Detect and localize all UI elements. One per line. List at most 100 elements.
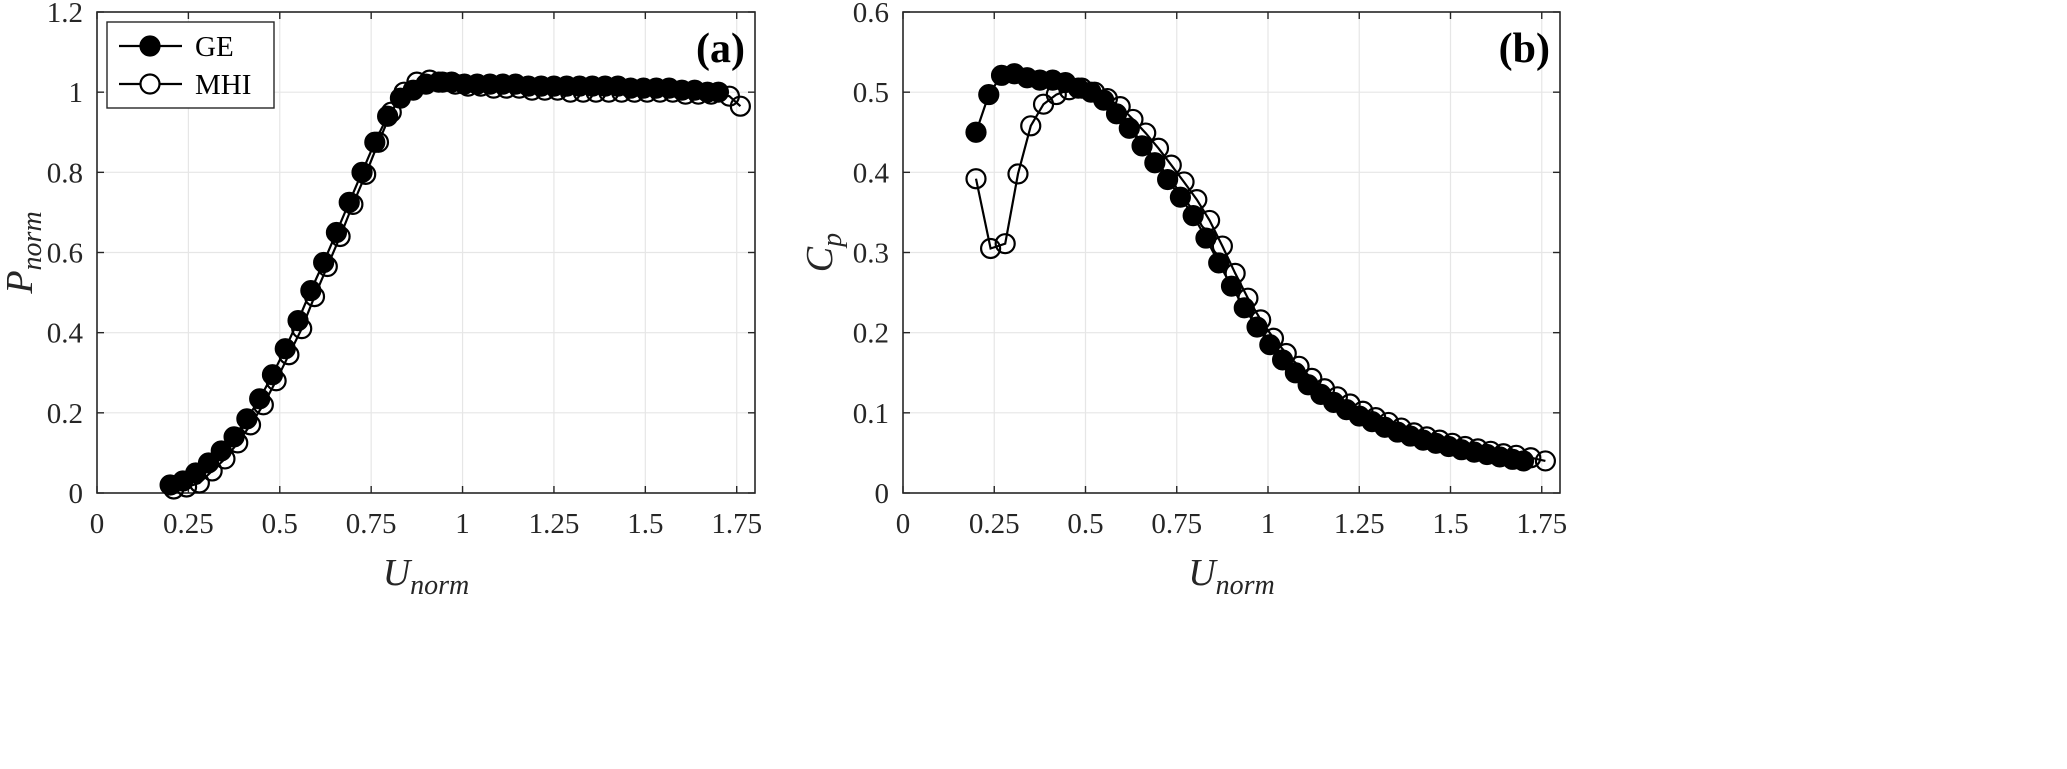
data-point <box>367 131 390 153</box>
x-tick-label: 1 <box>455 508 470 540</box>
data-point <box>649 81 671 103</box>
x-axis-label-sub: norm <box>1216 570 1275 601</box>
data-point <box>1441 432 1463 454</box>
data-point <box>1520 447 1542 469</box>
y-tick-label: 0 <box>875 478 890 510</box>
data-point <box>1288 355 1310 377</box>
data-point <box>214 448 236 470</box>
data-point <box>1058 79 1080 101</box>
y-tick-label: 1 <box>69 77 84 109</box>
data-point <box>1237 287 1259 309</box>
data-point <box>1467 438 1489 460</box>
data-point <box>342 193 364 215</box>
y-tick-label: 0.5 <box>853 77 889 109</box>
data-point <box>1428 429 1451 451</box>
data-point <box>303 285 326 308</box>
data-point <box>329 225 351 248</box>
data-point <box>572 81 594 103</box>
data-point <box>1224 262 1246 284</box>
data-point <box>585 81 607 103</box>
panel-a: 0 0.25 0.5 0.75 1 1.25 1.5 1.75 0 0.2 0.4 0.6 0.8 1 1.… <box>0 0 762 601</box>
data-point <box>188 472 210 494</box>
data-point <box>201 460 223 482</box>
legend-box <box>106 21 275 109</box>
data-point <box>227 432 249 454</box>
data-point <box>1007 163 1029 185</box>
data-point <box>1109 95 1131 118</box>
y-tick-label: 0.4 <box>853 157 890 189</box>
x-tick-label: 0.5 <box>1067 508 1103 540</box>
data-point <box>278 344 300 366</box>
data-point <box>1352 400 1374 422</box>
data-point <box>265 370 287 392</box>
data-point <box>965 121 987 143</box>
data-point <box>994 233 1016 255</box>
y-axis-label-sub: norm <box>17 211 48 270</box>
data-point <box>1020 115 1042 137</box>
x-axis-label-main: U <box>1188 552 1218 594</box>
panel-label: (b) <box>1499 26 1550 72</box>
data-point <box>662 81 684 103</box>
data-point <box>252 394 274 416</box>
data-point <box>1534 450 1557 472</box>
data-point <box>1122 108 1144 131</box>
grid <box>903 11 1560 493</box>
y-tick-label: 0.2 <box>47 398 83 430</box>
y-axis-label-main: C <box>799 246 841 272</box>
data-point <box>1377 411 1400 434</box>
x-tick-label: 1.5 <box>627 508 663 540</box>
data-point <box>1403 422 1425 444</box>
data-point <box>316 255 338 278</box>
grid <box>97 11 755 493</box>
data-point <box>1084 81 1106 103</box>
y-tick-label: 0.8 <box>47 157 83 189</box>
x-tick-label: 1.25 <box>529 508 580 540</box>
data-point <box>1198 209 1221 232</box>
panel-b: 0 0.25 0.5 0.75 1 1.25 1.5 1.75 0 0.1 0.2 0.3 0.4 0.5… <box>799 0 1567 601</box>
data-point <box>1492 443 1515 465</box>
data-point <box>1147 137 1170 159</box>
data-point <box>636 81 658 103</box>
data-point <box>978 83 1000 106</box>
legend-entry: MHI <box>195 69 251 101</box>
data-point <box>419 69 441 91</box>
data-point <box>1365 407 1387 429</box>
y-tick-label: 0.6 <box>853 0 889 29</box>
y-axis-label-sub: p <box>817 233 848 249</box>
data-point <box>1135 122 1157 144</box>
x-tick-label: 0 <box>90 508 105 540</box>
y-axis-label: Pnorm <box>0 211 48 294</box>
y-tick-label: 0 <box>69 478 84 510</box>
data-point <box>1131 135 1153 157</box>
x-tick-label: 1.75 <box>711 508 762 540</box>
data-point <box>1505 444 1527 466</box>
data-point <box>1326 386 1348 408</box>
data-point <box>355 163 377 185</box>
data-point <box>406 71 428 93</box>
data-point <box>1250 309 1272 331</box>
data-point <box>483 77 505 99</box>
data-point <box>700 83 722 105</box>
x-tick-label: 0.25 <box>163 508 214 540</box>
legend-entry: GE <box>195 31 234 63</box>
y-tick-label: 0.2 <box>853 318 889 350</box>
x-tick-label: 1 <box>1261 508 1276 540</box>
data-point <box>559 81 581 103</box>
data-point <box>1208 252 1230 274</box>
data-point <box>965 168 987 190</box>
legend-marker <box>139 73 161 95</box>
y-tick-label: 0.4 <box>47 318 84 350</box>
x-tick-label: 0.75 <box>346 508 397 540</box>
data-point <box>546 79 569 101</box>
data-point <box>495 77 518 99</box>
data-point <box>508 77 530 99</box>
x-tick-label: 1.75 <box>1516 508 1567 540</box>
y-tick-label: 1.2 <box>47 0 83 29</box>
data-point <box>1416 426 1438 448</box>
data-point <box>163 478 185 500</box>
data-point <box>687 83 709 105</box>
data-point <box>1480 440 1502 462</box>
data-point <box>457 75 479 97</box>
series-mhi <box>965 77 1557 472</box>
